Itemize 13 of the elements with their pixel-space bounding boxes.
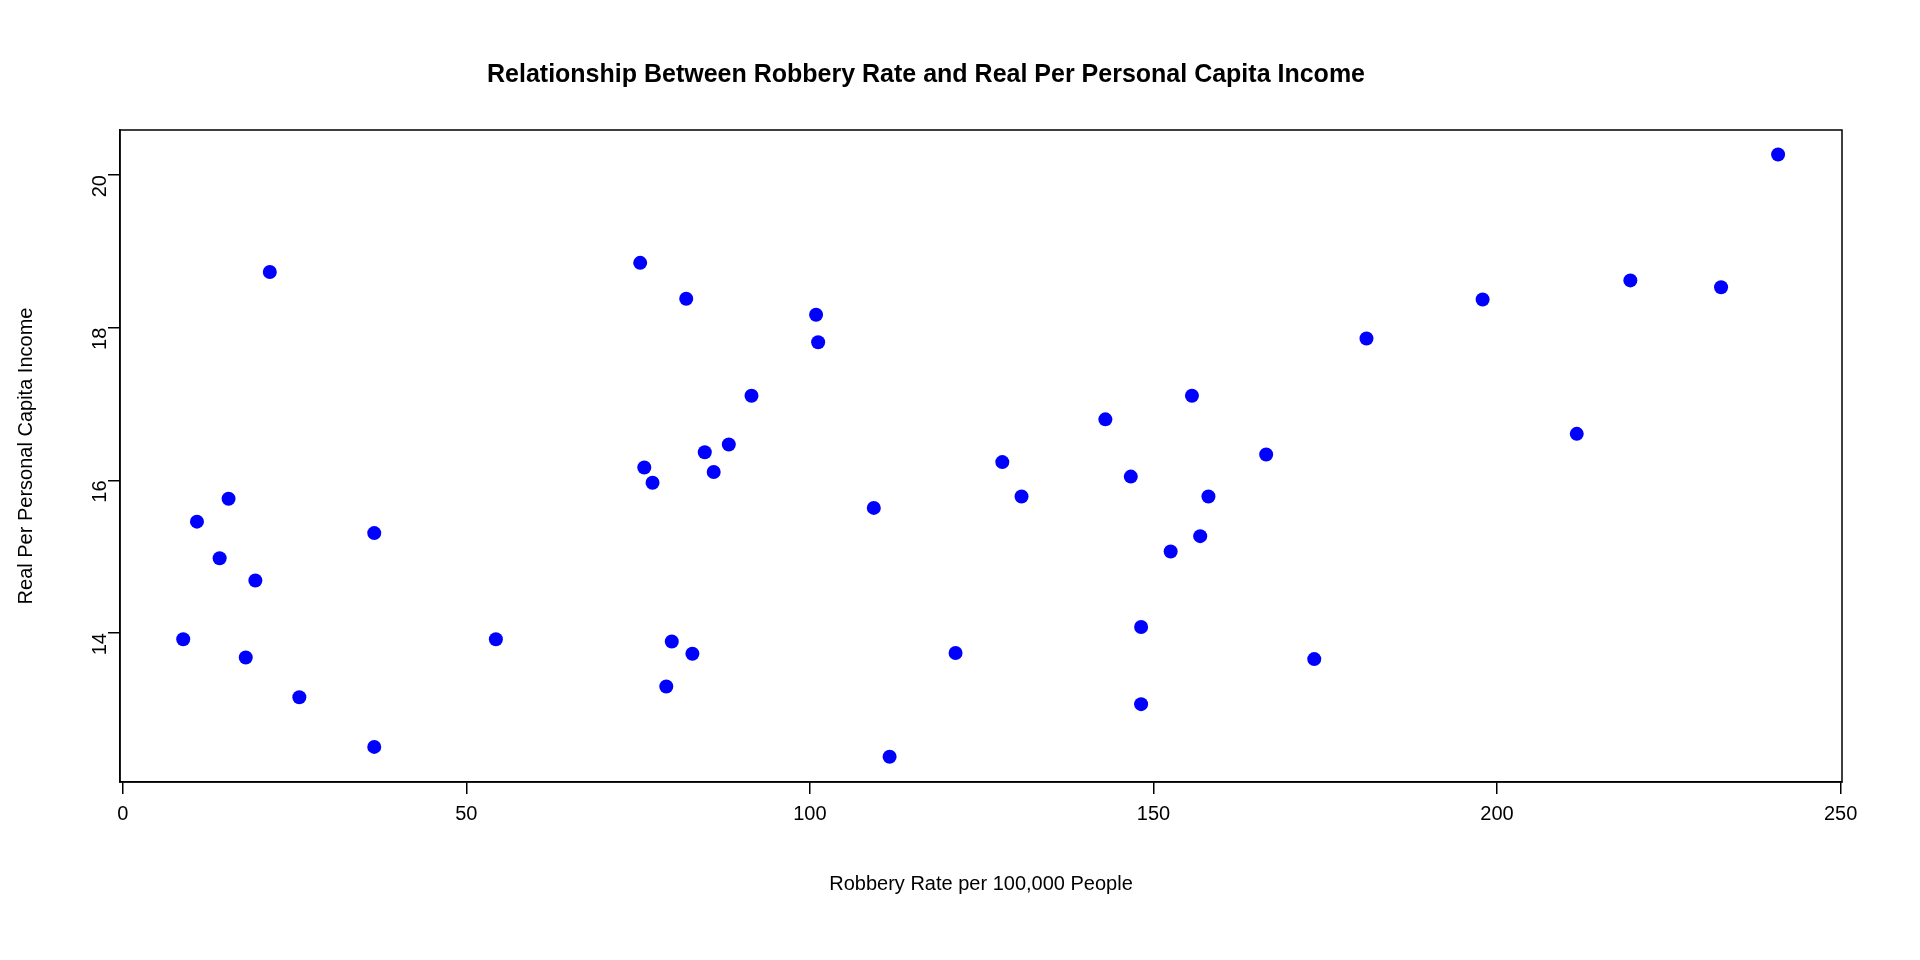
x-tick-label: 50 <box>455 801 478 824</box>
x-tick-label: 250 <box>1823 801 1858 824</box>
x-tick-label: 150 <box>1136 801 1171 824</box>
y-axis-title: Real Per Personal Capita Income <box>13 307 36 605</box>
x-tick-label: 200 <box>1480 801 1514 824</box>
y-tick-label: 14 <box>87 633 110 656</box>
y-tick-label: 18 <box>87 327 110 350</box>
x-tick-label: 0 <box>117 801 129 824</box>
y-tick-label: 16 <box>87 480 110 503</box>
x-tick-label: 100 <box>793 801 827 824</box>
y-tick-label: 20 <box>87 175 110 198</box>
chart-title: Relationship Between Robbery Rate and Real Per Personal Capita Income <box>486 58 1366 87</box>
x-axis-title: Robbery Rate per 100,000 People <box>829 871 1133 894</box>
